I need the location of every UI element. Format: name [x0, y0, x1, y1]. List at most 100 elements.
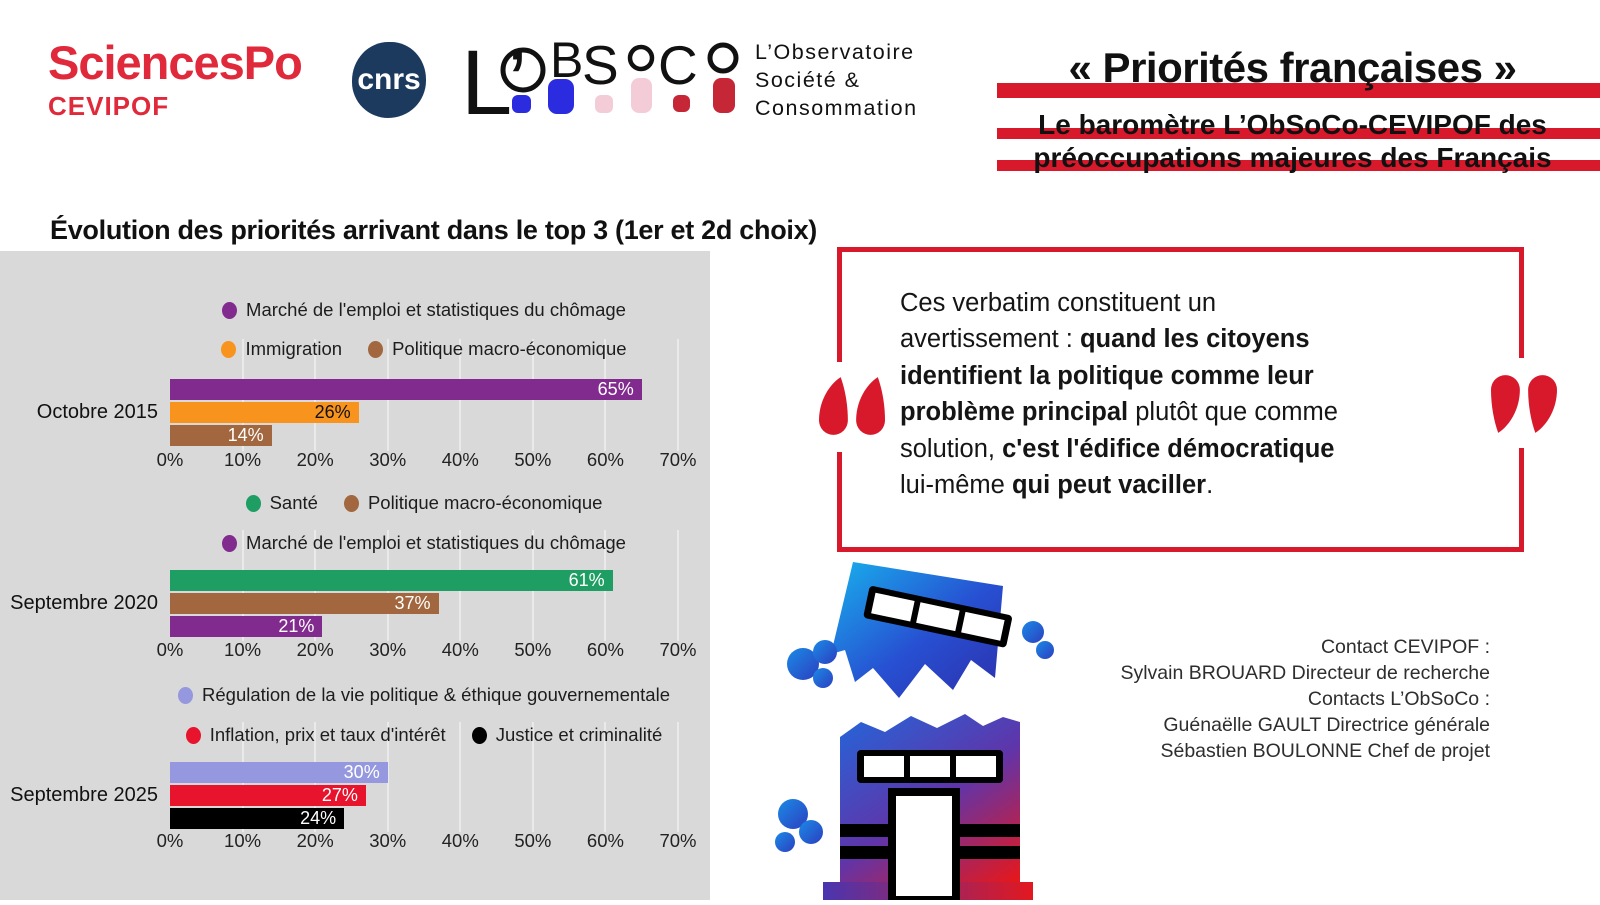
svg-text:Société &: Société & — [755, 68, 861, 92]
gridline — [677, 530, 679, 641]
legend-item: Inflation, prix et taux d'intérêt — [185, 724, 446, 746]
legend-dot-icon — [178, 686, 194, 704]
contact-line: Contact CEVIPOF : — [1320, 636, 1490, 658]
bar-value-label: 14% — [227, 425, 264, 445]
axis-tick-label: 20% — [296, 449, 334, 470]
contact-line: Sylvain BROUARD Directeur de recherche — [1120, 662, 1490, 684]
legend-item: Marché de l'emploi et statistiques du ch… — [222, 532, 626, 554]
legend-label: Politique macro-économique — [392, 338, 627, 359]
x-axis: 0% 10% 20% 30% 40% 50% 60% 70% — [0, 449, 710, 471]
svg-text:S: S — [582, 34, 619, 96]
chart-panel: Marché de l'emploi et statistiques du ch… — [0, 251, 710, 900]
obsoco-o2-icon — [627, 44, 655, 72]
legend-row: Marché de l'emploi et statistiques du ch… — [138, 532, 710, 554]
quote-bold-segment: qui peut vaciller — [1011, 471, 1207, 500]
svg-text:L’: L’ — [461, 32, 528, 132]
bar: 37% — [170, 593, 439, 614]
building-windows-icon — [857, 750, 1003, 783]
contact-line: Contacts L’ObSoCo : — [1307, 688, 1490, 710]
axis-tick-label: 30% — [369, 449, 407, 470]
axis-tick-label: 20% — [296, 639, 334, 660]
legend-dot-icon — [471, 726, 487, 744]
legend-item: Immigration — [221, 338, 342, 360]
bar-value-label: 21% — [278, 616, 315, 636]
cevipof-label: CEVIPOF — [48, 91, 170, 121]
bar-value-label: 27% — [321, 785, 358, 805]
axis-tick-label: 10% — [224, 830, 262, 851]
axis-tick-label: 0% — [156, 449, 184, 470]
bar-value-label: 30% — [343, 762, 380, 782]
title-stripe — [997, 83, 1600, 98]
building-top-windows-icon — [863, 586, 1012, 648]
building-top-piece — [831, 562, 1012, 698]
obsoco-pink-bar-icon — [631, 78, 652, 113]
legend-row: Marché de l'emploi et statistiques du ch… — [138, 299, 710, 321]
period-label: Octobre 2015 — [36, 401, 158, 423]
close-quote-icon — [1480, 358, 1568, 448]
gridline — [531, 722, 534, 832]
axis-tick-label: 10% — [224, 449, 262, 470]
legend-row: Immigration Politique macro-économique — [138, 338, 710, 360]
bar-value-label: 26% — [314, 402, 351, 422]
smoke-puffs-icon — [775, 621, 1054, 852]
axis-tick-label: 60% — [586, 639, 624, 660]
legend-label: Inflation, prix et taux d'intérêt — [209, 724, 446, 745]
bar-value-label: 61% — [568, 570, 605, 590]
axis-tick-label: 30% — [369, 830, 407, 851]
axis-tick-label: 10% — [224, 639, 262, 660]
axis-tick-label: 50% — [514, 449, 552, 470]
svg-text:L’Observatoire: L’Observatoire — [755, 40, 915, 64]
gridline — [386, 722, 389, 832]
gridline — [677, 339, 679, 451]
obsoco-blue-square-icon — [512, 95, 531, 113]
page-title: « Priorités françaises » — [1068, 44, 1517, 91]
axis-tick-label: 40% — [441, 449, 479, 470]
legend-row: Régulation de la vie politique & éthique… — [138, 684, 710, 706]
bar: 24% — [170, 808, 345, 829]
broken-building-illustration — [765, 552, 1055, 905]
gridline — [604, 722, 607, 832]
obsoco-red-square-icon — [673, 95, 690, 112]
legend-dot-icon — [368, 340, 384, 358]
axis-tick-label: 0% — [156, 639, 184, 660]
svg-text:C: C — [658, 34, 698, 96]
obsoco-pink-square-icon — [595, 95, 613, 113]
svg-text:Consommation: Consommation — [755, 96, 918, 120]
x-axis: 0% 10% 20% 30% 40% 50% 60% 70% — [0, 830, 710, 852]
chart-title: Évolution des priorités arrivant dans le… — [50, 215, 817, 245]
quote-segment: Ces verbatim constituent un avertissemen… — [900, 289, 1217, 354]
gridline — [459, 722, 462, 832]
bar-value-label: 37% — [394, 593, 431, 613]
obsoco-o1-icon — [500, 47, 546, 93]
axis-tick-label: 40% — [441, 639, 479, 660]
legend-item: Politique macro-économique — [368, 338, 627, 360]
page-subtitle-line2: préoccupations majeures des Français — [1033, 142, 1552, 173]
axis-tick-label: 50% — [514, 639, 552, 660]
axis-tick-label: 60% — [586, 449, 624, 470]
quote-segment: plutôt que comme solution, — [900, 398, 1338, 463]
obsoco-blue-bar-icon — [548, 79, 574, 114]
legend-label: Immigration — [245, 338, 343, 359]
obsoco-logo-art: L’ B S C L’Observatoire Société & Consom… — [461, 32, 918, 134]
legend-dot-icon — [222, 534, 238, 552]
axis-tick-label: 70% — [659, 639, 697, 660]
bar: 30% — [170, 762, 388, 783]
legend-dot-icon — [343, 494, 359, 512]
sciencespo-wordmark: SciencesPo — [48, 36, 303, 89]
axis-tick-label: 30% — [369, 639, 407, 660]
bar: 14% — [170, 425, 272, 446]
axis-tick-label: 70% — [659, 449, 697, 470]
building-door-icon — [888, 788, 960, 904]
bar: 26% — [170, 402, 359, 423]
building-body — [823, 714, 1033, 904]
bar: 61% — [170, 570, 613, 591]
legend-label: Politique macro-économique — [367, 492, 603, 513]
obsoco-logo: L’ B S C L’Observatoire Société & Consom… — [455, 32, 955, 137]
obsoco-o3-icon — [707, 42, 739, 74]
gridline — [677, 722, 679, 832]
bar: 21% — [170, 616, 323, 637]
legend-label: Justice et criminalité — [495, 724, 663, 745]
axis-tick-label: 20% — [296, 830, 334, 851]
period-label: Septembre 2020 — [10, 592, 158, 614]
quote-segment: . — [1206, 471, 1214, 500]
